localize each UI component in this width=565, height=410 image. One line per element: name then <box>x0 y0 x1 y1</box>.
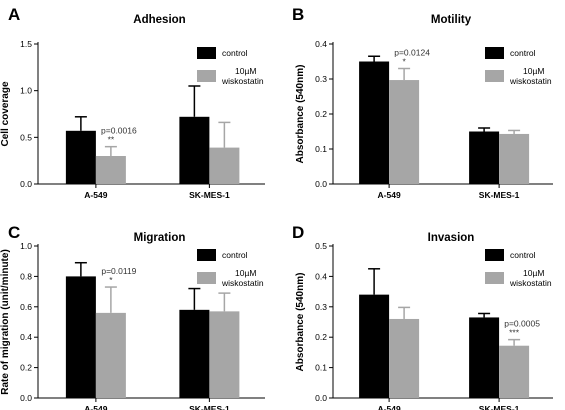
legend-label: 10µM wiskostatin <box>221 66 264 86</box>
chart-panel-d: D Invasion Absorbance (540nm) 0.0 0.1 0.2 0.3 0… <box>292 223 553 410</box>
y-tick-label: 0.0 <box>20 179 32 189</box>
chart-panel-b: B Motility Absorbance (540nm) 0.0 0.1 0.2 0.3 0… <box>292 5 553 200</box>
x-category-label: SK-MES-1 <box>189 404 230 410</box>
y-tick-label: 0.4 <box>20 332 32 342</box>
panel-title: Invasion <box>428 232 475 244</box>
x-category-label: A-549 <box>84 190 107 200</box>
x-category-label: A-549 <box>378 404 401 410</box>
bar-sk-mes-1-wiskostatin <box>209 147 240 184</box>
y-axis-label: Cell coverage <box>0 81 11 146</box>
y-axis-label: Absorbance (540nm) <box>295 273 306 372</box>
legend-swatch-control <box>485 47 504 59</box>
legend-label: 10µM wiskostatin <box>221 268 264 288</box>
x-category-label: SK-MES-1 <box>189 190 230 200</box>
y-tick-label: 0.6 <box>20 302 32 312</box>
y-tick-label: 0.1 <box>315 144 327 154</box>
y-tick-label: 0.2 <box>315 109 327 119</box>
bar-sk-mes-1-wiskostatin <box>499 133 530 184</box>
p-value-label: p=0.0124 <box>394 48 430 58</box>
panel-title: Adhesion <box>133 14 185 26</box>
y-tick-label: 1.0 <box>20 86 32 96</box>
bar-sk-mes-1-control <box>469 317 500 398</box>
y-tick-label: 0.5 <box>20 132 32 142</box>
legend-swatch-control <box>197 47 216 59</box>
legend-swatch-control <box>485 249 504 261</box>
bar-a-549-control <box>65 276 96 398</box>
panel-label: A <box>8 5 20 24</box>
legend-swatch-wiskostatin <box>197 70 216 82</box>
y-tick-label: 0.2 <box>20 363 32 373</box>
significance-stars: * <box>402 57 406 67</box>
bar-sk-mes-1-control <box>469 131 500 184</box>
bar-a-549-wiskostatin <box>95 312 126 398</box>
p-value-label: p=0.0119 <box>101 266 136 276</box>
legend-label: control <box>510 48 536 58</box>
bar-a-549-wiskostatin <box>389 80 420 184</box>
x-category-label: SK-MES-1 <box>479 404 520 410</box>
y-tick-label: 0.8 <box>20 271 32 281</box>
bar-a-549-control <box>359 294 390 398</box>
significance-stars: ** <box>108 135 115 145</box>
p-value-label: p=0.0016 <box>101 126 137 136</box>
significance-stars: *** <box>509 328 520 338</box>
y-axis-label: Absorbance (540nm) <box>295 65 306 164</box>
legend-label: 10µM wiskostatin <box>509 268 552 288</box>
legend-label: control <box>222 48 248 58</box>
bar-a-549-wiskostatin <box>389 318 420 398</box>
y-tick-label: 0.4 <box>315 39 327 49</box>
y-tick-label: 0.0 <box>315 179 327 189</box>
p-value-label: p=0.0005 <box>504 319 540 329</box>
y-tick-label: 0.4 <box>315 271 327 281</box>
panel-label: B <box>292 5 304 24</box>
y-tick-label: 0.3 <box>315 74 327 84</box>
significance-stars: * <box>109 275 113 285</box>
bar-a-549-control <box>65 130 96 184</box>
x-category-label: SK-MES-1 <box>479 190 520 200</box>
bar-sk-mes-1-control <box>179 116 210 184</box>
panel-label: D <box>292 223 304 242</box>
legend-label: control <box>222 250 248 260</box>
bar-sk-mes-1-control <box>179 309 210 398</box>
legend-swatch-wiskostatin <box>485 70 504 82</box>
bar-a-549-wiskostatin <box>95 156 126 184</box>
y-tick-label: 0.2 <box>315 332 327 342</box>
legend-label: control <box>510 250 536 260</box>
legend-swatch-control <box>197 249 216 261</box>
y-tick-label: 1.0 <box>20 241 32 251</box>
chart-panel-c: C Migration Rate of migration (unit/minute… <box>0 223 265 410</box>
y-tick-label: 0.3 <box>315 302 327 312</box>
panel-label: C <box>8 223 20 242</box>
y-tick-label: 1.5 <box>20 39 32 49</box>
y-tick-label: 0.0 <box>315 393 327 403</box>
panel-title: Migration <box>134 232 186 244</box>
chart-panel-a: A Adhesion Cell coverage 0.0 0.5 1.0 1.5 A-549 S… <box>0 5 265 200</box>
legend-swatch-wiskostatin <box>197 272 216 284</box>
bar-a-549-control <box>359 61 390 184</box>
x-category-label: A-549 <box>84 404 107 410</box>
y-tick-label: 0.0 <box>20 393 32 403</box>
panel-title: Motility <box>431 14 472 26</box>
y-tick-label: 0.1 <box>315 363 327 373</box>
legend-label: 10µM wiskostatin <box>509 66 552 86</box>
y-axis-label: Rate of migration (unit/minute) <box>0 249 11 395</box>
bar-sk-mes-1-wiskostatin <box>209 311 240 398</box>
bar-sk-mes-1-wiskostatin <box>499 345 530 398</box>
y-tick-label: 0.5 <box>315 241 327 251</box>
x-category-label: A-549 <box>378 190 401 200</box>
legend-swatch-wiskostatin <box>485 272 504 284</box>
